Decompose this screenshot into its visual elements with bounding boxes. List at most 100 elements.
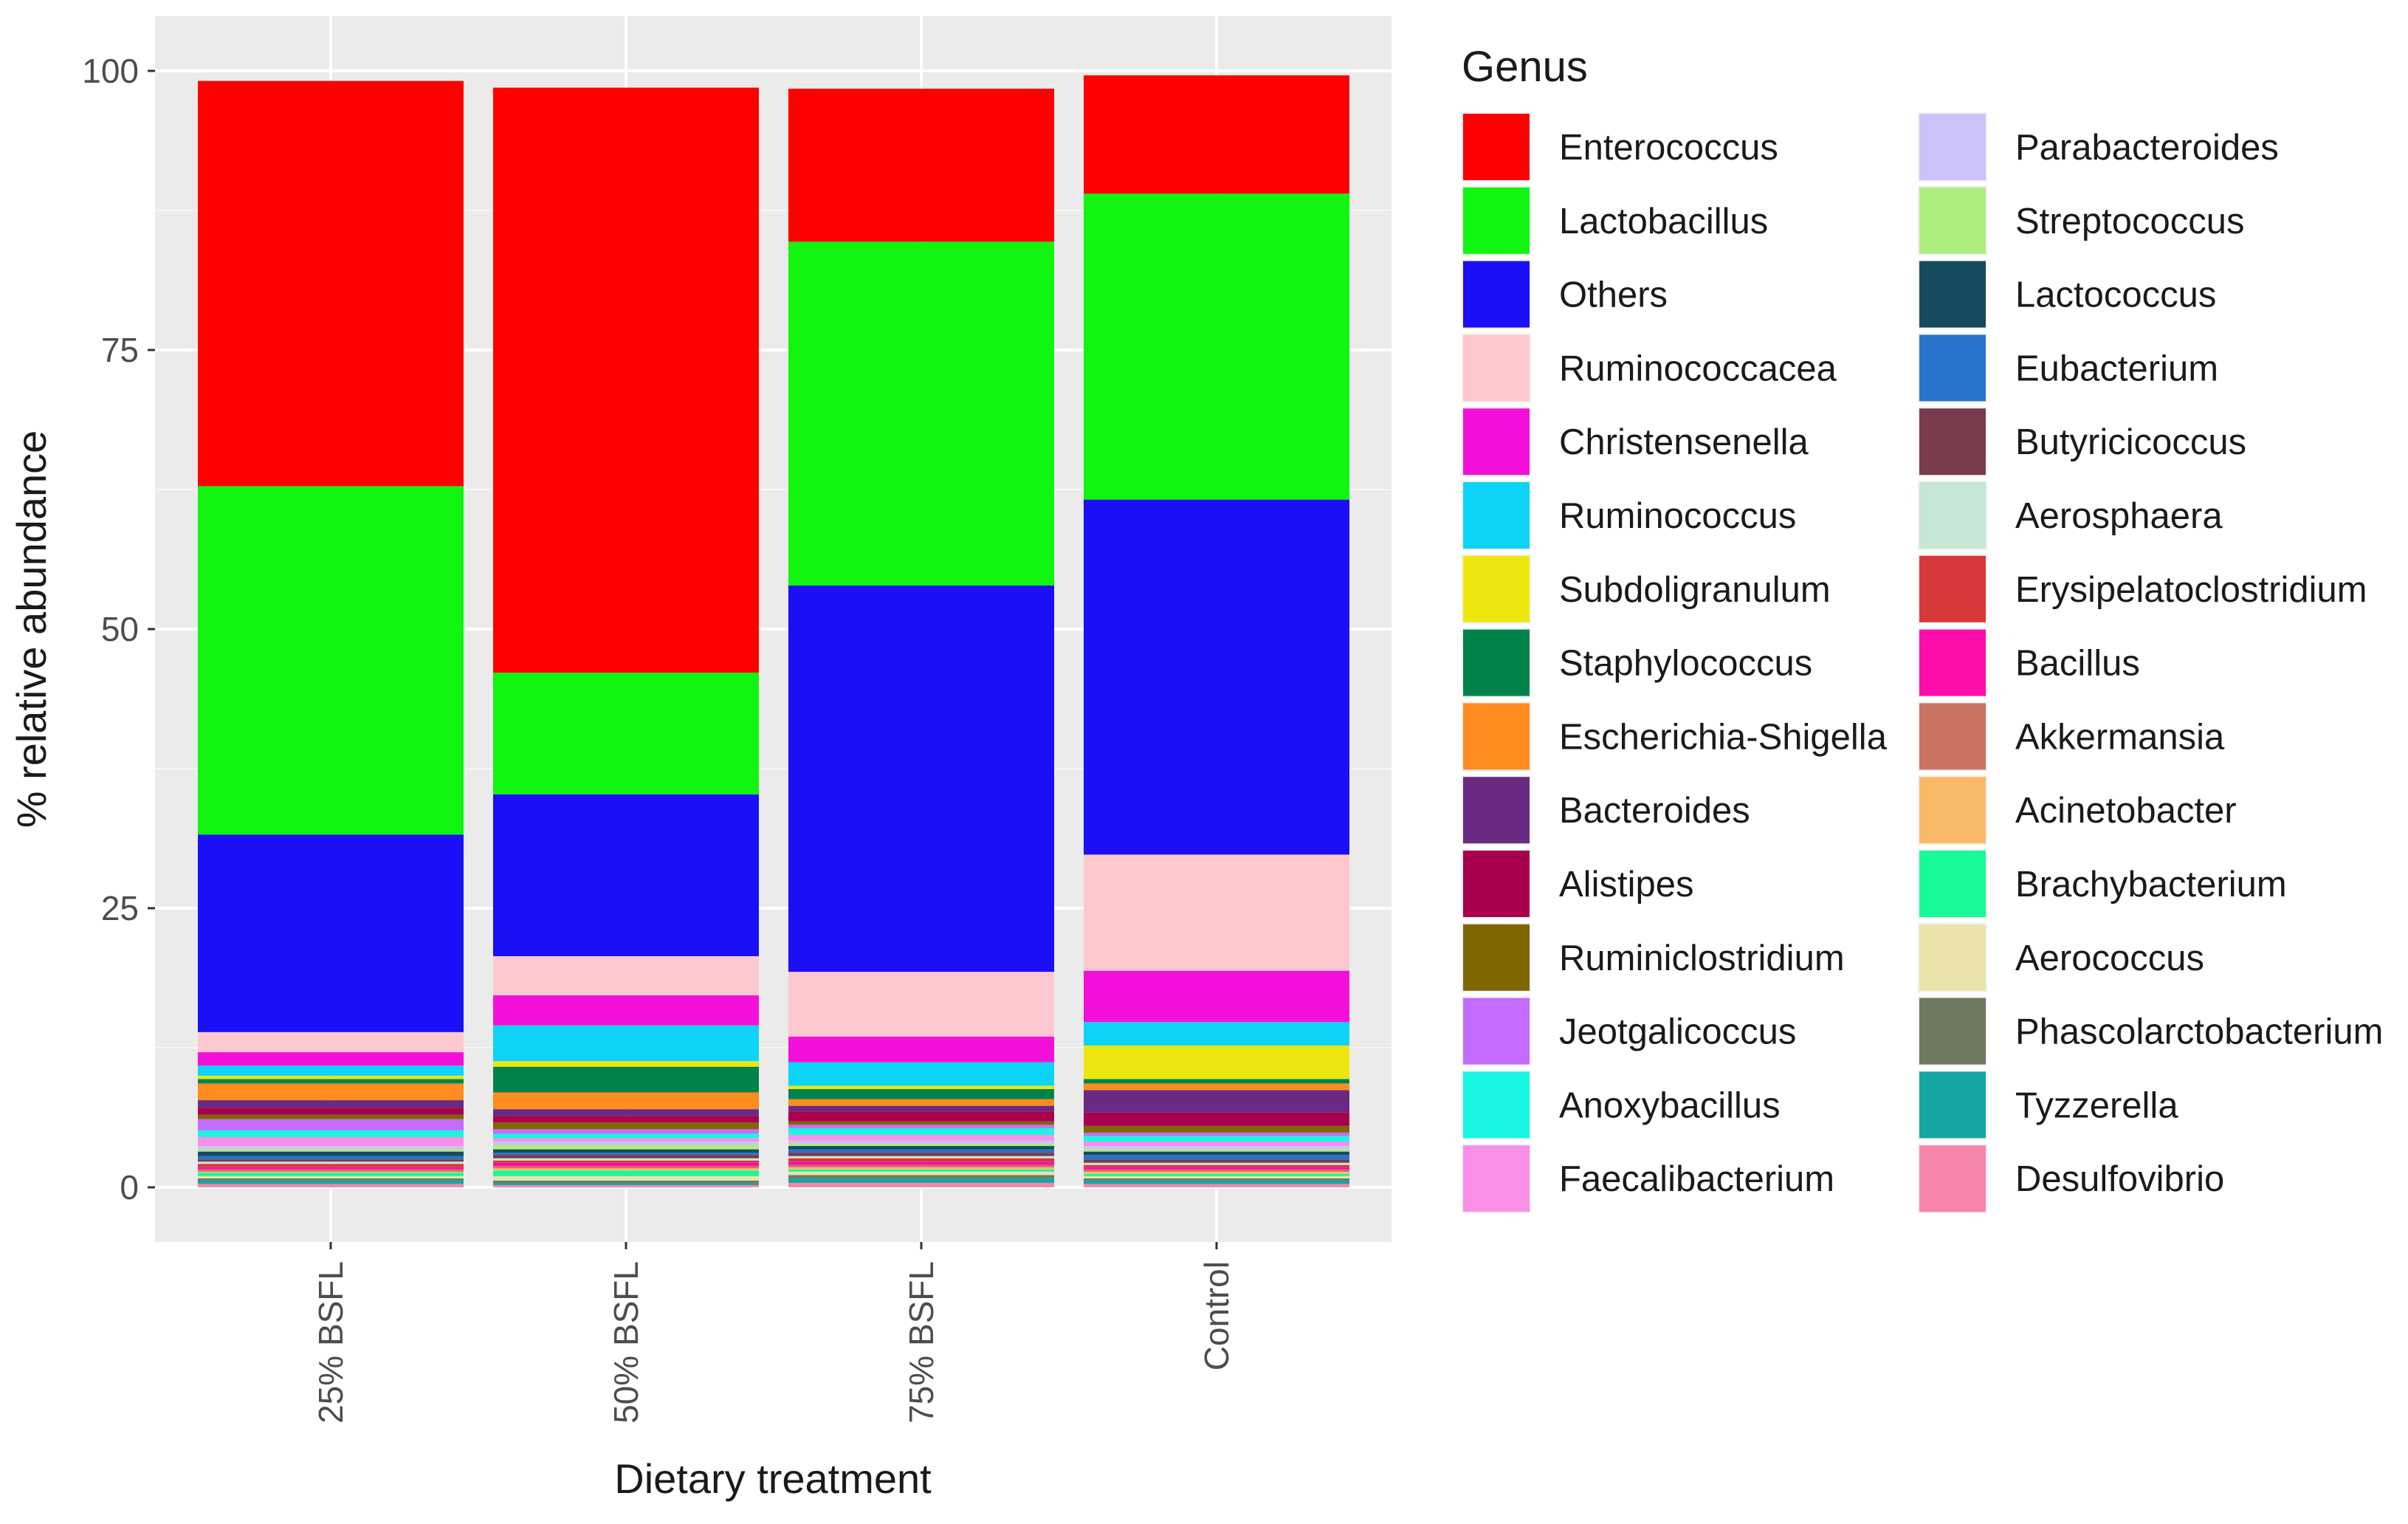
legend-label: Butyricicoccus [2015,422,2246,462]
bar-segment [788,1161,1054,1165]
legend-label: Lactobacillus [1559,202,1768,241]
bar-segment [788,1036,1054,1063]
bar-segment [788,1127,1054,1135]
bar-segment [493,1175,759,1181]
bar-segment [788,1111,1054,1122]
bar-segment [493,1166,759,1169]
legend-swatch [1919,629,1986,696]
legend-swatch [1919,482,1986,549]
legend-swatch [1463,261,1530,328]
bar-segment [1084,1136,1349,1142]
bar-segment [1084,854,1349,971]
bar-segment [1084,1167,1349,1170]
bar-segment [788,1062,1054,1086]
bar-segment [493,1149,759,1153]
bar-segment [493,1025,759,1062]
bar-segment [1084,1151,1349,1156]
bar-segment [493,672,759,794]
legend-swatch [1463,703,1530,770]
legend-swatch [1463,482,1530,549]
bar-segment [198,1164,464,1167]
legend-swatch [1919,851,1986,917]
bar-segment [493,1182,759,1185]
bar-segment [493,1133,759,1139]
bar-segment [493,794,759,957]
x-tick-label: 25% BSFL [312,1261,350,1424]
bar-segment [493,1142,759,1145]
bar-segment [1084,970,1349,1023]
bar-segment [493,1122,759,1130]
bar-segment [198,1169,464,1172]
legend-label: Acinetobacter [2015,791,2237,831]
legend-label: Erysipelatoclostridium [2015,570,2367,610]
bar-segment [198,1161,464,1164]
bar-segment [788,1164,1054,1167]
bar-segment [1084,1178,1349,1181]
legend-swatch [1919,1145,1986,1212]
bar-segment [1084,1083,1349,1091]
legend-label: Eubacterium [2015,349,2218,388]
bar-segment [1084,1162,1349,1165]
legend-label: Streptococcus [2015,202,2245,241]
legend-label: Enterococcus [1559,128,1778,168]
legend-label: Desulfovibrio [2015,1159,2224,1199]
bar-segment [493,1092,759,1110]
bar-segment [493,1168,759,1171]
bar-segment [198,1108,464,1115]
legend-swatch [1463,629,1530,696]
bar-segment [1084,1184,1349,1187]
legend-title: Genus [1462,43,1588,91]
bar-segment [1084,1090,1349,1113]
bar-segment [788,1140,1054,1144]
legend-label: Subdoligranulum [1559,570,1831,610]
bar-segment [198,1075,464,1080]
bar-segment [198,1065,464,1076]
legend-swatch [1919,187,1986,254]
legend-swatch [1463,555,1530,622]
bar-segment [198,1178,464,1181]
legend-swatch [1919,261,1986,328]
bar-segment [198,1079,464,1084]
bar-segment [493,87,759,673]
bar-segment [493,1061,759,1067]
bar-segment [788,972,1054,1037]
bar-segment [1084,499,1349,855]
legend-label: Christensenella [1559,422,1809,462]
legend-label: Ruminococcus [1559,496,1796,536]
legend-label: Faecalibacterium [1559,1159,1834,1199]
bar-segment [1084,1159,1349,1163]
legend-label: Ruminiclostridium [1559,938,1845,978]
legend-label: Anoxybacillus [1559,1085,1781,1125]
bar-segment [493,1109,759,1116]
bar-segment [1084,1171,1349,1174]
bar-segment [493,1116,759,1123]
legend-label: Bacillus [2015,644,2140,684]
x-tick-label: 50% BSFL [607,1261,645,1424]
legend-swatch [1919,998,1986,1065]
bar-segment [1084,75,1349,194]
bar-segment [1084,1173,1349,1176]
bar-segment [788,89,1054,242]
bar-segment [1084,1155,1349,1160]
bar-segment [198,1146,464,1150]
bar-segment [788,1175,1054,1178]
bar-segment [1084,1149,1349,1152]
bar-segment [788,1153,1054,1156]
bar-segment [198,1173,464,1176]
bar-segment [788,1121,1054,1125]
legend-label: Lactococcus [2015,275,2216,315]
y-tick-label: 0 [120,1168,139,1206]
bar-segment [198,1114,464,1119]
legend-swatch [1919,334,1986,402]
bar-segment [1084,1045,1349,1080]
legend-label: Brachybacterium [2015,865,2287,905]
bar-segment [1084,1146,1349,1150]
bar-segment [198,1167,464,1170]
axes: 0 25 50 75 100 25% BSFL 50% BSFL 75% BSFL Contro… [82,52,1236,1424]
legend-label: Ruminococcacea [1559,349,1837,388]
x-tick-label: 75% BSFL [902,1261,940,1424]
legend-swatch [1463,1145,1530,1212]
bar-segment [788,1088,1054,1099]
x-axis-title: Dietary treatment [614,1455,932,1502]
